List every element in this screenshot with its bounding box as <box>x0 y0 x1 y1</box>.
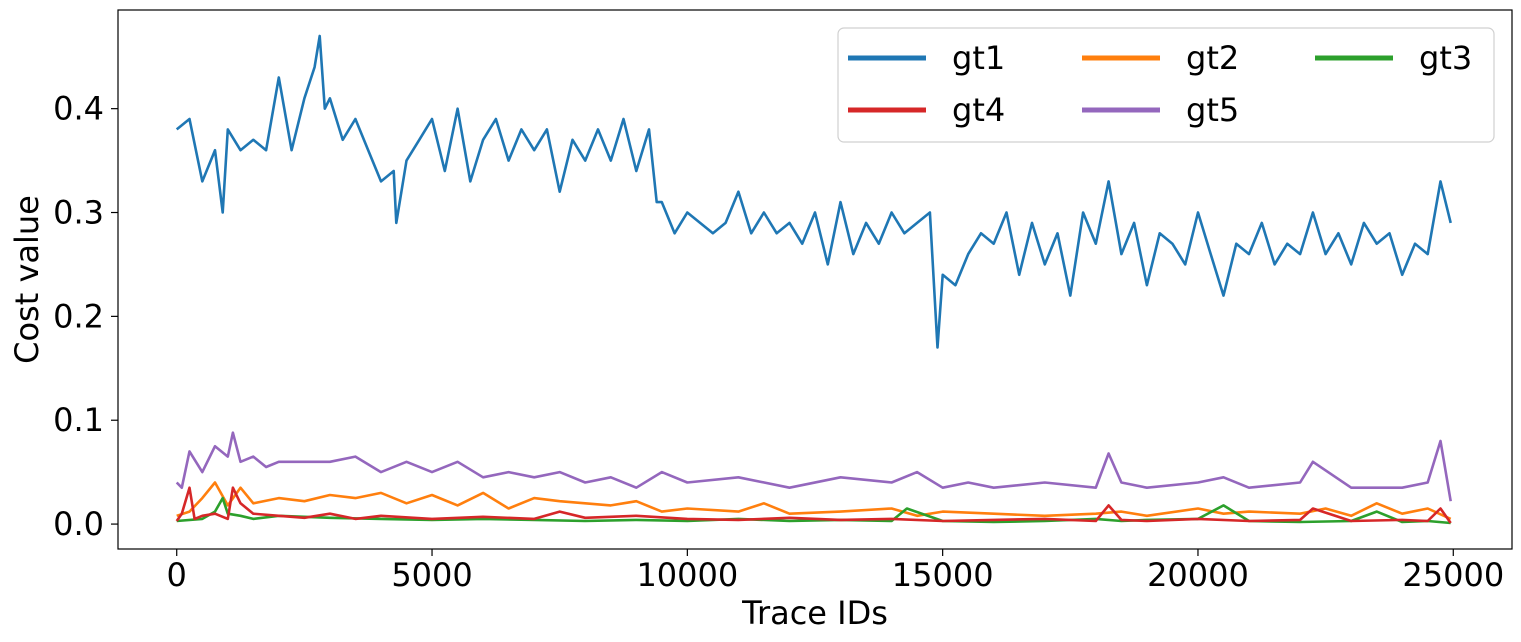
plot-frame <box>117 9 1513 550</box>
series-line-gt4 <box>175 486 1452 524</box>
y-axis: 0.0 0.1 0.2 0.3 0.4 <box>53 90 118 543</box>
series-layer <box>175 34 1452 525</box>
series-line-gt1 <box>175 34 1452 349</box>
y-tick-label: 0.0 <box>53 505 104 543</box>
x-axis-label: Trace IDs <box>741 594 888 632</box>
x-tick-label: 0 <box>167 556 187 594</box>
x-tick-label: 5000 <box>391 556 472 594</box>
legend-label-gt3: gt3 <box>1419 39 1472 77</box>
x-tick-label: 20000 <box>1147 556 1249 594</box>
y-tick-label: 0.2 <box>53 297 104 335</box>
y-axis-label: Cost value <box>8 195 46 364</box>
x-tick-label: 25000 <box>1402 556 1504 594</box>
x-tick-label: 10000 <box>636 556 738 594</box>
x-axis: 0 5000 10000 15000 20000 25000 <box>167 549 1504 594</box>
y-tick-label: 0.3 <box>53 194 104 232</box>
legend-box <box>837 27 1495 143</box>
series-line-gt5 <box>175 431 1452 502</box>
legend-label-gt1: gt1 <box>952 39 1005 77</box>
x-tick-label: 15000 <box>892 556 994 594</box>
legend-label-gt5: gt5 <box>1186 91 1239 129</box>
legend-label-gt2: gt2 <box>1186 39 1239 77</box>
legend-label-gt4: gt4 <box>952 91 1005 129</box>
series-line-gt2 <box>176 481 1452 521</box>
legend: gt1 gt2 gt3 gt4 gt5 <box>837 27 1495 143</box>
y-tick-label: 0.4 <box>53 90 104 128</box>
y-tick-label: 0.1 <box>53 401 104 439</box>
